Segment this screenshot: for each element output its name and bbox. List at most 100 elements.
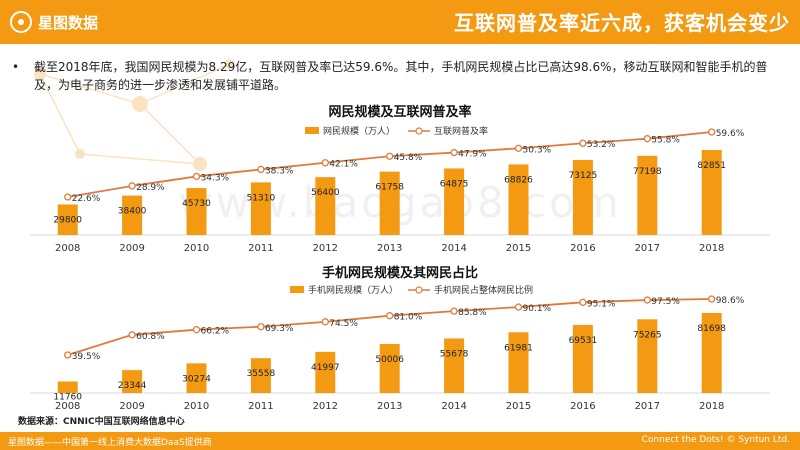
line-value-label: 59.6%	[716, 129, 745, 139]
x-tick-label: 2014	[441, 243, 466, 254]
line-point	[708, 128, 716, 136]
line-point	[128, 182, 136, 190]
bar-value-label: 55678	[440, 349, 469, 359]
x-tick-label: 2012	[313, 401, 338, 412]
x-tick-label: 2013	[377, 401, 402, 412]
line-value-label: 69.3%	[265, 324, 294, 334]
x-tick-label: 2016	[570, 401, 595, 412]
legend-bar-swatch	[290, 286, 304, 293]
line-point	[579, 298, 587, 306]
x-tick-label: 2010	[184, 243, 209, 254]
bar-value-label: 61981	[504, 343, 533, 353]
line-value-label: 81.0%	[394, 313, 423, 323]
legend-bar-swatch	[305, 127, 319, 134]
bar-value-label: 69531	[569, 336, 598, 346]
x-tick-label: 2012	[313, 243, 338, 254]
x-tick-label: 2008	[55, 243, 80, 254]
summary-text: 截至2018年底，我国网民规模为8.29亿，互联网普及率已达59.6%。其中，手…	[34, 60, 768, 92]
bar	[315, 351, 336, 393]
x-tick-label: 2010	[184, 401, 209, 412]
line-value-label: 95.1%	[587, 299, 616, 309]
line-value-label: 85.8%	[458, 308, 487, 318]
x-tick-label: 2008	[55, 401, 80, 412]
line-value-label: 98.6%	[716, 296, 745, 306]
bullet-icon: •	[12, 60, 20, 74]
line-point	[450, 307, 458, 315]
x-tick-label: 2009	[119, 243, 144, 254]
line-point	[643, 296, 651, 304]
x-tick-label: 2017	[635, 401, 660, 412]
legend-line-marker	[415, 127, 423, 135]
summary-paragraph: • 截至2018年底，我国网民规模为8.29亿，互联网普及率已达59.6%。其中…	[12, 58, 774, 94]
x-tick-label: 2018	[699, 401, 724, 412]
x-tick-label: 2011	[248, 401, 273, 412]
logo-icon	[10, 11, 32, 33]
bar	[250, 358, 271, 393]
line-point	[257, 323, 265, 331]
line-point	[386, 312, 394, 320]
line-point	[514, 303, 523, 311]
x-tick-label: 2015	[506, 401, 531, 412]
legend-line-marker	[415, 286, 423, 294]
bar-value-label: 50006	[375, 355, 404, 365]
brand-name: 星图数据	[38, 13, 99, 32]
bar-value-label: 45730	[182, 199, 211, 209]
line-point	[450, 148, 458, 157]
bar	[186, 188, 207, 235]
bar-value-label: 82851	[697, 161, 726, 171]
line-value-label: 47.9%	[458, 150, 487, 160]
legend-line-label: 手机网民占整体网民比例	[434, 284, 533, 296]
line-point	[64, 193, 72, 201]
brand-logo: 星图数据	[10, 8, 98, 36]
line-point	[257, 165, 265, 174]
line-value-label: 55.8%	[651, 136, 680, 146]
line-value-label: 97.5%	[651, 297, 680, 307]
data-source: 数据来源：CNNIC中国互联网络信息中心	[18, 417, 185, 427]
bar-value-label: 35558	[247, 369, 276, 379]
line-point	[128, 331, 136, 339]
chart1-title: 网民规模及互联网普及率	[328, 105, 472, 120]
line-value-label: 28.9%	[136, 183, 165, 193]
bar-value-label: 11760	[53, 392, 82, 402]
x-tick-label: 2013	[377, 243, 402, 254]
bar-value-label: 77198	[633, 167, 662, 177]
legend-line-label: 互联网普及率	[434, 125, 488, 137]
bar	[444, 338, 465, 393]
line-value-label: 42.1%	[329, 160, 358, 170]
bar	[572, 324, 593, 393]
bar	[250, 182, 271, 235]
bar-value-label: 51310	[247, 193, 276, 203]
x-tick-label: 2016	[570, 243, 595, 254]
x-tick-label: 2011	[248, 243, 273, 254]
line-value-label: 45.8%	[394, 153, 423, 163]
header-bar: 星图数据 互联网普及率近六成，获客机会变少	[0, 0, 800, 44]
bar	[315, 177, 336, 235]
line-value-label: 22.6%	[72, 194, 101, 204]
bar	[701, 313, 722, 393]
line-point	[643, 135, 651, 143]
bar	[508, 332, 529, 393]
x-tick-label: 2018	[699, 243, 724, 254]
line-value-label: 50.3%	[523, 145, 552, 155]
bar	[637, 155, 658, 235]
line-point	[514, 144, 523, 152]
bar	[186, 363, 207, 393]
footer-bar: 星图数据——中国第一线上消费大数据DaaS提供商 Connect the Dot…	[0, 432, 800, 450]
bar-value-label: 30274	[182, 374, 211, 384]
legend-bar-label: 网民规模（万人）	[323, 126, 395, 137]
line-point	[386, 152, 394, 160]
bar	[122, 195, 143, 235]
line-point	[64, 351, 72, 359]
bar-value-label: 56400	[311, 188, 340, 198]
bar-value-label: 41997	[311, 363, 340, 373]
legend-bar-label: 手机网民规模（万人）	[308, 284, 398, 296]
footer-copyright: Connect the Dots! © Syntun Ltd.	[641, 435, 790, 445]
bar-value-label: 75265	[633, 330, 662, 340]
x-tick-label: 2009	[119, 401, 144, 412]
bar-value-label: 68826	[504, 175, 533, 185]
chart2-title: 手机网民规模及其网民占比	[321, 266, 478, 281]
x-tick-label: 2017	[635, 243, 660, 254]
x-tick-label: 2014	[441, 401, 466, 412]
bar-value-label: 73125	[569, 171, 598, 181]
